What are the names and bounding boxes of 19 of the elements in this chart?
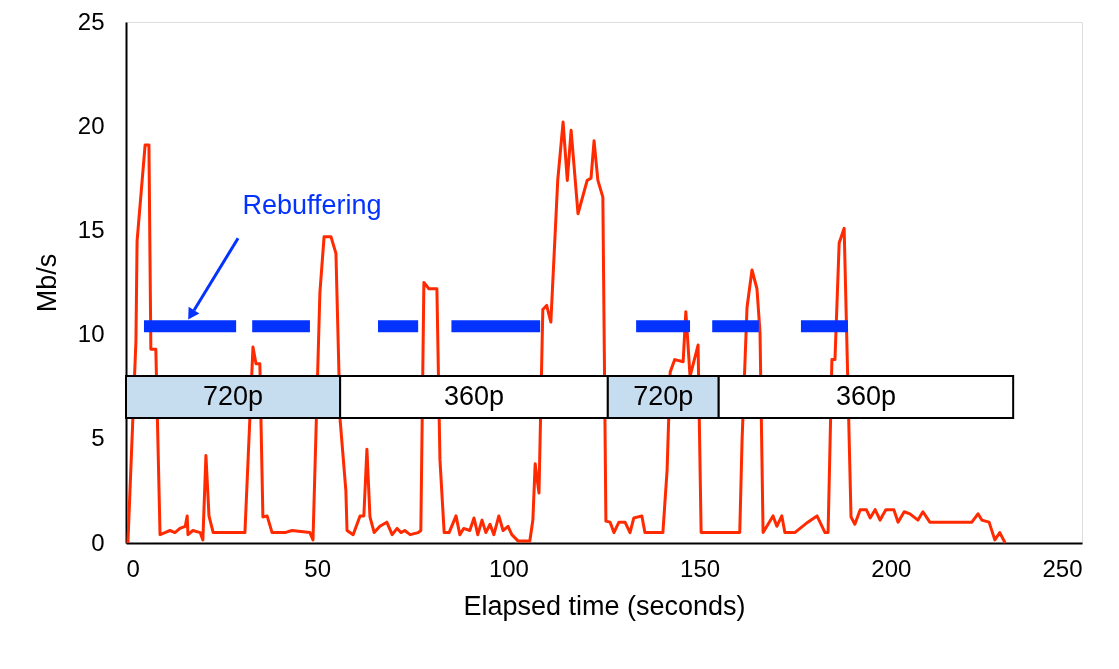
x-axis-title: Elapsed time (seconds) [463, 590, 746, 621]
band-label: 720p [633, 381, 694, 411]
band-label: 360p [835, 381, 896, 411]
y-tick-label: 5 [91, 424, 105, 452]
y-tick-label: 25 [77, 7, 105, 35]
x-tick-label: 50 [304, 554, 332, 582]
x-tick-label: 150 [680, 554, 721, 582]
x-tick-label: 0 [126, 554, 140, 582]
y-axis-title: Mb/s [31, 253, 62, 313]
y-tick-label: 0 [91, 528, 105, 556]
band-label: 360p [443, 381, 505, 411]
y-tick-label: 15 [77, 215, 105, 243]
x-tick-label: 100 [488, 554, 529, 582]
band-label: 720p [203, 381, 264, 411]
y-tick-label: 20 [77, 111, 105, 139]
text: Rebuffering [242, 190, 382, 221]
x-tick-label: 200 [871, 554, 912, 582]
x-tick-label: 250 [1042, 554, 1083, 582]
y-tick-label: 10 [77, 320, 105, 348]
